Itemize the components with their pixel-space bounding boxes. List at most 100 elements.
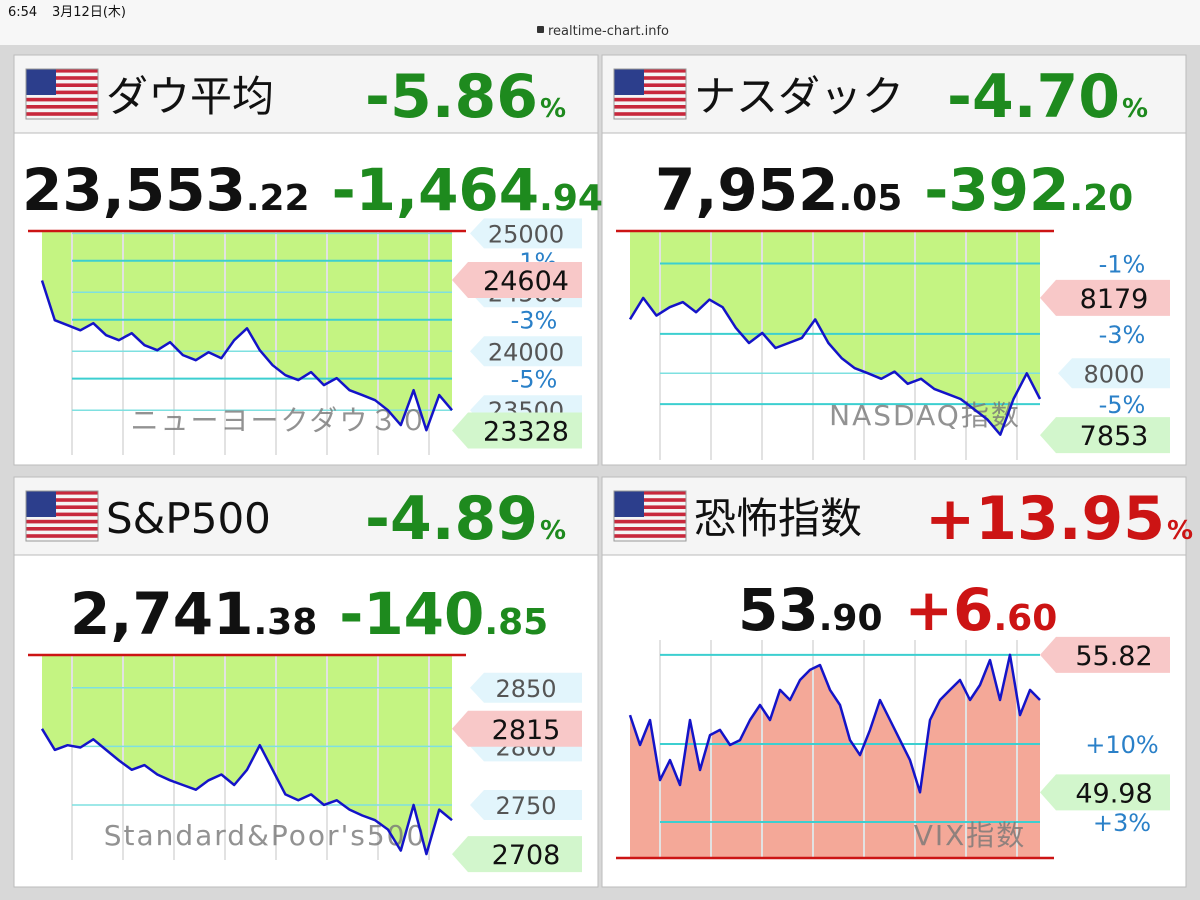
percent-tick-label: -3% bbox=[1099, 321, 1146, 349]
flag-stripe bbox=[614, 76, 686, 80]
high-box bbox=[1040, 279, 1170, 316]
panel: 恐怖指数+13.95%53.90+6.60VIX指数+18%+10%+3%55.… bbox=[601, 476, 1193, 888]
price-tick-label: 2850 bbox=[495, 675, 556, 703]
price: 53 bbox=[738, 576, 819, 644]
url[interactable]: realtime-chart.info bbox=[548, 24, 669, 39]
panel: S&P500 -4.89 % 2,741.38 -140.85 Standard&Poor… bbox=[13, 476, 599, 888]
flag-stripe bbox=[26, 90, 98, 95]
change-percent: -4.89 bbox=[365, 484, 538, 554]
low-box bbox=[1040, 417, 1170, 454]
price-line bbox=[40, 728, 453, 856]
price-tick-box bbox=[470, 336, 582, 367]
watermark: VIX指数 bbox=[914, 819, 1027, 852]
flag-stripe bbox=[614, 519, 686, 524]
flag-canton bbox=[614, 491, 644, 517]
flag-stripe bbox=[614, 112, 686, 116]
high-label: 24604 bbox=[483, 266, 569, 297]
low-label: 7853 bbox=[1080, 421, 1149, 452]
price-decimals: .05 bbox=[838, 178, 902, 219]
change-decimals: .85 bbox=[484, 602, 548, 643]
lock-icon bbox=[537, 26, 544, 33]
flag-stripe bbox=[614, 105, 686, 109]
price-line bbox=[40, 280, 453, 432]
flag-stripe bbox=[614, 90, 686, 95]
flag-stripe bbox=[26, 527, 98, 531]
flag-stripe bbox=[26, 498, 98, 502]
percent-tick-label: +3% bbox=[1093, 809, 1151, 837]
low-label: 49.98 bbox=[1075, 778, 1152, 809]
price-decimals: .90 bbox=[819, 598, 883, 639]
flag-stripe bbox=[614, 498, 686, 502]
flag-stripe bbox=[26, 505, 98, 509]
price: 7,952 bbox=[655, 156, 838, 224]
price-tick-label: 8000 bbox=[1083, 360, 1144, 388]
area-fill bbox=[42, 231, 452, 431]
high-label: 8179 bbox=[1080, 284, 1149, 315]
flag-icon bbox=[25, 68, 99, 120]
flag-stripe bbox=[614, 512, 686, 517]
price-row: 23,553.22 -1,464.94 bbox=[22, 156, 603, 224]
low-box bbox=[452, 412, 582, 449]
flag-stripe bbox=[26, 491, 98, 495]
price-tick-label: 24000 bbox=[488, 338, 564, 366]
panel-header bbox=[13, 476, 599, 556]
change-percent: -5.86 bbox=[365, 62, 538, 132]
chart: NASDAQ指数 8000 -1% -3% -5% 8179 7853 bbox=[616, 229, 1170, 460]
watermark: ニューヨークダウ３０ bbox=[131, 404, 430, 437]
flag-stripe bbox=[614, 83, 686, 87]
panel-header bbox=[601, 476, 1187, 556]
flag-stripe bbox=[26, 512, 98, 517]
change: +6 bbox=[905, 576, 994, 644]
high-label: 55.82 bbox=[1075, 641, 1152, 672]
flag-icon bbox=[613, 490, 687, 542]
flag-stripe bbox=[614, 97, 686, 102]
price-tick-label: 2750 bbox=[495, 792, 556, 820]
price: 23,553 bbox=[22, 156, 246, 224]
chart: ニューヨークダウ３０25000245002400023500-1%-3%-5%2… bbox=[28, 218, 582, 455]
price-tick-box bbox=[1058, 358, 1170, 389]
percent-sign: % bbox=[540, 94, 566, 124]
low-box bbox=[1040, 774, 1170, 811]
percent-sign: % bbox=[1167, 516, 1193, 546]
flag-stripe bbox=[26, 83, 98, 87]
price: 2,741 bbox=[70, 580, 253, 648]
price-decimals: .38 bbox=[253, 602, 317, 643]
flag-border bbox=[25, 68, 99, 120]
price-line bbox=[628, 296, 1042, 436]
change-percent: -4.70 bbox=[947, 62, 1120, 132]
price-decimals: .22 bbox=[246, 178, 310, 219]
low-label: 2708 bbox=[492, 840, 561, 871]
percent-sign: % bbox=[540, 516, 566, 546]
change: -392 bbox=[924, 156, 1069, 224]
price-tick-box bbox=[470, 789, 582, 820]
price-tick-box bbox=[470, 672, 582, 703]
flag-stripe bbox=[26, 519, 98, 524]
percent-tick-label: +10% bbox=[1085, 731, 1158, 759]
panel: ダウ平均 -5.86 % 23,553.22 -1,464.94 ニューヨークダウ３０ 25… bbox=[13, 54, 603, 466]
status-time: 6:54 bbox=[8, 5, 37, 20]
change-percent: +13.95 bbox=[925, 484, 1165, 554]
change-decimals: .20 bbox=[1069, 178, 1133, 219]
percent-tick-label: -3% bbox=[511, 307, 558, 335]
status-bar bbox=[0, 0, 1200, 45]
price-tick-box bbox=[470, 218, 582, 249]
flag-icon bbox=[613, 68, 687, 120]
index-name: ナスダック bbox=[694, 72, 904, 121]
index-name: 恐怖指数 bbox=[694, 494, 862, 543]
high-box bbox=[452, 262, 582, 299]
high-box bbox=[1040, 636, 1170, 673]
low-box bbox=[452, 836, 582, 873]
price-tick-label: 25000 bbox=[488, 220, 564, 248]
percent-sign: % bbox=[1122, 94, 1148, 124]
panel: ナスダック -4.70 % 7,952.05 -392.20 NASDAQ指数 8000 -1… bbox=[601, 54, 1187, 466]
flag-canton bbox=[614, 69, 644, 95]
high-box bbox=[452, 710, 582, 747]
high-label: 2815 bbox=[492, 715, 561, 746]
flag-stripe bbox=[26, 105, 98, 109]
index-name: ダウ平均 bbox=[106, 72, 274, 121]
percent-tick-label: -5% bbox=[511, 366, 558, 394]
